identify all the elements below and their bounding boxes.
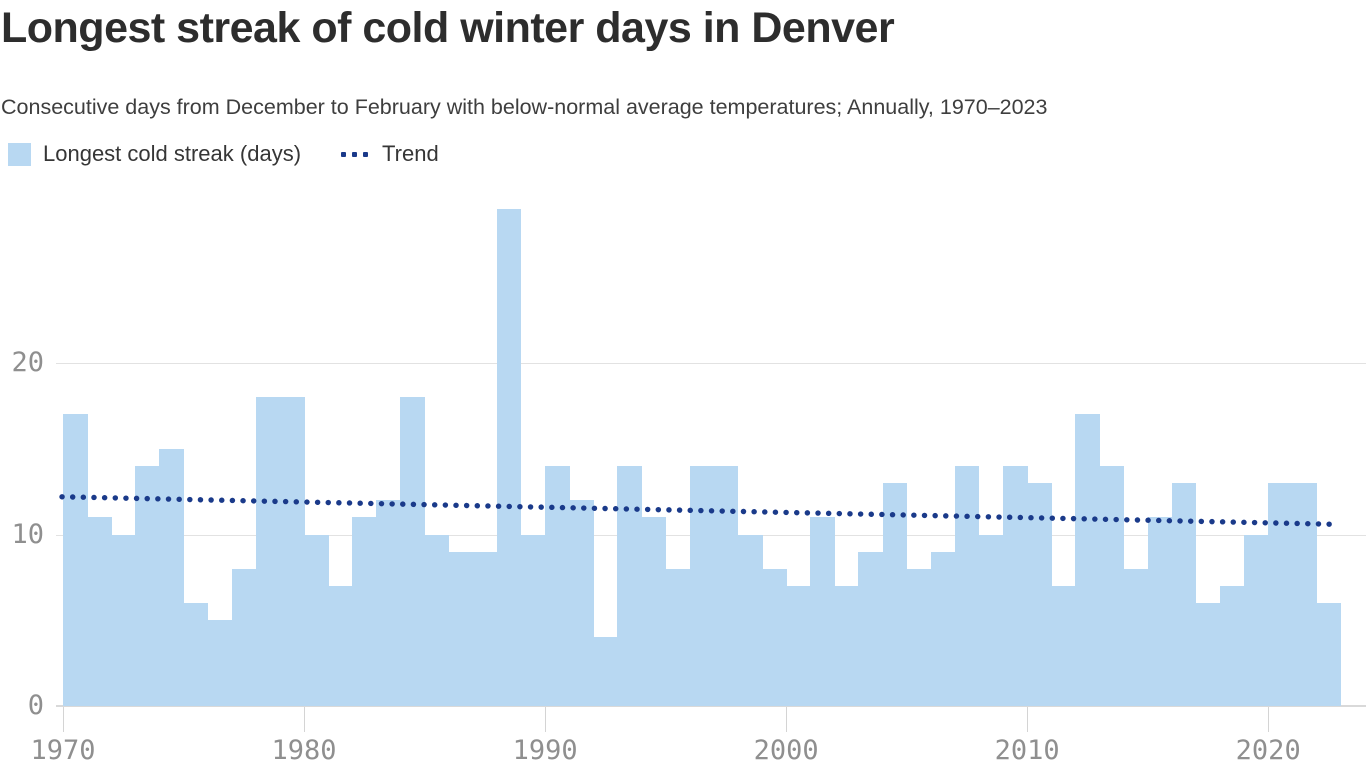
bar-1992[interactable]: [593, 637, 618, 706]
x-axis-label-1990: 1990: [512, 735, 578, 766]
x-axis-tick-2010: [1027, 707, 1029, 732]
bar-2021[interactable]: [1292, 483, 1317, 706]
chart-title: Longest streak of cold winter days in De…: [1, 4, 895, 52]
bar-1983[interactable]: [376, 500, 401, 706]
bar-1990[interactable]: [545, 465, 570, 706]
x-axis-label-2000: 2000: [753, 735, 819, 766]
bar-1982[interactable]: [352, 517, 377, 706]
bar-2007[interactable]: [954, 465, 980, 706]
bar-2018[interactable]: [1219, 585, 1245, 706]
bar-2020[interactable]: [1268, 483, 1293, 706]
bar-2017[interactable]: [1195, 603, 1221, 706]
bar-1978[interactable]: [255, 397, 281, 706]
bar-2014[interactable]: [1123, 568, 1149, 706]
x-axis-tick-2020: [1268, 707, 1270, 732]
legend-series-label: Longest cold streak (days): [43, 141, 302, 166]
bar-1986[interactable]: [448, 551, 474, 706]
bar-1972[interactable]: [111, 534, 136, 706]
bar-2006[interactable]: [930, 551, 956, 706]
bar-2011[interactable]: [1051, 585, 1076, 706]
bar-1987[interactable]: [472, 551, 498, 706]
gridline-y-0: [56, 705, 1366, 707]
bar-2005[interactable]: [906, 568, 932, 706]
y-axis-label-20: 20: [11, 347, 44, 378]
bar-2015[interactable]: [1147, 517, 1173, 706]
bar-1996[interactable]: [689, 465, 715, 706]
legend-trend-dots-icon: [341, 151, 374, 157]
bar-2009[interactable]: [1003, 465, 1028, 706]
bar-1995[interactable]: [665, 568, 691, 706]
bar-2012[interactable]: [1075, 414, 1100, 706]
x-axis-label-1970: 1970: [30, 735, 96, 766]
bar-1979[interactable]: [279, 397, 305, 706]
bar-1998[interactable]: [737, 534, 763, 706]
bar-2008[interactable]: [978, 534, 1004, 706]
bar-2003[interactable]: [858, 551, 884, 706]
bar-1974[interactable]: [159, 448, 184, 706]
bar-2022[interactable]: [1316, 603, 1341, 706]
y-axis-label-0: 0: [27, 690, 44, 721]
bar-1991[interactable]: [569, 500, 594, 706]
bar-1994[interactable]: [641, 517, 667, 706]
bar-1989[interactable]: [520, 534, 546, 706]
bar-2004[interactable]: [882, 483, 908, 706]
bar-1997[interactable]: [713, 465, 739, 706]
bar-2000[interactable]: [786, 585, 811, 706]
bar-1980[interactable]: [304, 534, 329, 706]
x-axis-label-2020: 2020: [1235, 735, 1301, 766]
bar-1975[interactable]: [183, 603, 209, 706]
bar-1985[interactable]: [424, 534, 450, 706]
gridline-y-20: [56, 363, 1366, 364]
bar-1999[interactable]: [762, 568, 787, 706]
bar-1973[interactable]: [135, 465, 160, 706]
bar-2013[interactable]: [1099, 465, 1125, 706]
x-axis-tick-1990: [545, 707, 547, 732]
x-axis-label-2010: 2010: [994, 735, 1060, 766]
bar-1981[interactable]: [328, 585, 353, 706]
bar-1993[interactable]: [617, 465, 642, 706]
bar-1971[interactable]: [87, 517, 112, 706]
x-axis-tick-1970: [63, 707, 64, 732]
bar-1984[interactable]: [400, 397, 426, 706]
bar-1976[interactable]: [207, 620, 233, 706]
y-axis-label-10: 10: [11, 518, 44, 550]
x-axis-label-1980: 1980: [271, 735, 337, 766]
x-axis-tick-2000: [786, 707, 788, 732]
legend: Longest cold streak (days) Trend: [8, 140, 439, 168]
bar-1988[interactable]: [496, 208, 522, 706]
x-axis-tick-1980: [304, 707, 306, 732]
legend-series-swatch: [8, 142, 31, 166]
trend-dotted-line: [59, 494, 1335, 527]
chart-subtitle: Consecutive days from December to Februa…: [1, 95, 1048, 119]
bar-1977[interactable]: [231, 568, 257, 706]
legend-trend-label: Trend: [382, 141, 439, 166]
bar-2001[interactable]: [810, 517, 835, 706]
bar-2002[interactable]: [834, 585, 859, 706]
bar-1970[interactable]: [63, 414, 88, 706]
bar-2019[interactable]: [1244, 534, 1269, 706]
